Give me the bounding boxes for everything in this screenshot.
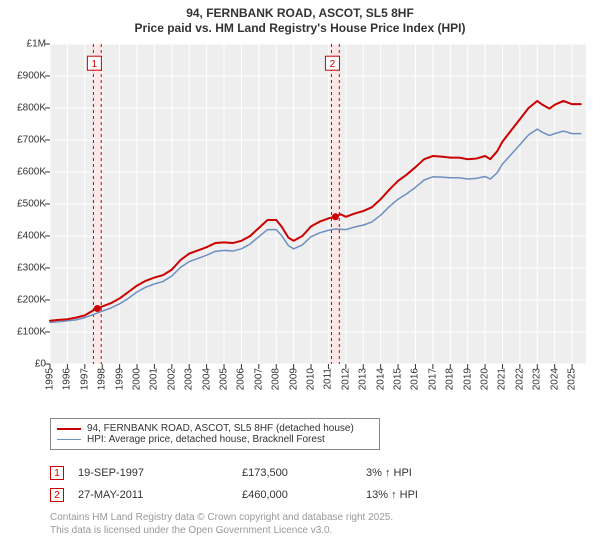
legend-row: HPI: Average price, detached house, Brac… [57, 434, 373, 445]
title-line1: 94, FERNBANK ROAD, ASCOT, SL5 8HF [186, 6, 414, 20]
sales-row: 2 27-MAY-2011 £460,000 13% ↑ HPI [50, 484, 476, 506]
x-tick-label: 2013 [358, 368, 369, 390]
x-tick-label: 2005 [219, 368, 230, 390]
footer: Contains HM Land Registry data © Crown c… [50, 512, 393, 537]
x-tick-label: 2012 [340, 368, 351, 390]
x-tick-label: 2001 [149, 368, 160, 390]
sale-cell: £173,500 [242, 467, 352, 479]
legend-swatch [57, 428, 81, 430]
y-tick-label: £200K [17, 295, 46, 306]
x-tick-label: 2010 [306, 368, 317, 390]
footer-line1: Contains HM Land Registry data © Crown c… [50, 512, 393, 523]
legend-label: HPI: Average price, detached house, Brac… [87, 434, 325, 445]
y-tick-label: £800K [17, 103, 46, 114]
sales-table: 1 19-SEP-1997 £173,500 3% ↑ HPI 2 27-MAY-2011… [50, 462, 476, 506]
x-tick-label: 2009 [288, 368, 299, 390]
y-tick-label: £300K [17, 263, 46, 274]
x-tick-label: 2006 [236, 368, 247, 390]
x-tick-label: 2015 [393, 368, 404, 390]
y-tick-label: £600K [17, 167, 46, 178]
x-tick-label: 2025 [567, 368, 578, 390]
legend-label: 94, FERNBANK ROAD, ASCOT, SL5 8HF (detac… [87, 423, 354, 434]
y-tick-label: £900K [17, 71, 46, 82]
sale-cell: 27-MAY-2011 [78, 489, 228, 501]
chart-title: 94, FERNBANK ROAD, ASCOT, SL5 8HF Price … [0, 6, 600, 36]
title-line2: Price paid vs. HM Land Registry's House … [135, 21, 466, 35]
legend-swatch [57, 439, 81, 440]
x-tick-label: 2016 [410, 368, 421, 390]
x-tick-label: 2019 [462, 368, 473, 390]
x-tick-label: 1999 [114, 368, 125, 390]
x-tick-label: 2024 [549, 368, 560, 390]
y-tick-label: £100K [17, 327, 46, 338]
x-tick-label: 1996 [62, 368, 73, 390]
x-tick-label: 2007 [253, 368, 264, 390]
legend-row: 94, FERNBANK ROAD, ASCOT, SL5 8HF (detac… [57, 423, 373, 434]
x-tick-label: 2002 [166, 368, 177, 390]
y-tick-label: £700K [17, 135, 46, 146]
sale-cell: 13% ↑ HPI [366, 489, 476, 501]
x-tick-label: 1995 [45, 368, 56, 390]
x-tick-label: 2018 [445, 368, 456, 390]
x-tick-label: 2011 [323, 368, 334, 390]
x-tick-label: 2022 [514, 368, 525, 390]
x-tick-label: 2004 [201, 368, 212, 390]
sale-marker: 1 [50, 466, 64, 480]
footer-line2: This data is licensed under the Open Gov… [50, 525, 332, 536]
x-tick-label: 2014 [375, 368, 386, 390]
y-tick-label: £400K [17, 231, 46, 242]
svg-text:1: 1 [92, 59, 98, 70]
svg-text:2: 2 [330, 59, 336, 70]
x-tick-label: 2023 [532, 368, 543, 390]
sale-cell: 3% ↑ HPI [366, 467, 476, 479]
x-tick-label: 1997 [79, 368, 90, 390]
y-tick-label: £1M [27, 39, 46, 50]
sale-marker: 2 [50, 488, 64, 502]
x-tick-label: 2020 [480, 368, 491, 390]
x-tick-label: 2021 [497, 368, 508, 390]
x-tick-label: 2003 [184, 368, 195, 390]
plot-svg: 12 [50, 44, 586, 364]
x-tick-label: 1998 [97, 368, 108, 390]
legend: 94, FERNBANK ROAD, ASCOT, SL5 8HF (detac… [50, 418, 380, 450]
sale-cell: £460,000 [242, 489, 352, 501]
x-tick-label: 2017 [427, 368, 438, 390]
sales-row: 1 19-SEP-1997 £173,500 3% ↑ HPI [50, 462, 476, 484]
sale-cell: 19-SEP-1997 [78, 467, 228, 479]
y-tick-label: £500K [17, 199, 46, 210]
x-tick-label: 2008 [271, 368, 282, 390]
plot-area: 12 £0£100K£200K£300K£400K£500K£600K£700K… [50, 44, 586, 364]
x-tick-label: 2000 [132, 368, 143, 390]
